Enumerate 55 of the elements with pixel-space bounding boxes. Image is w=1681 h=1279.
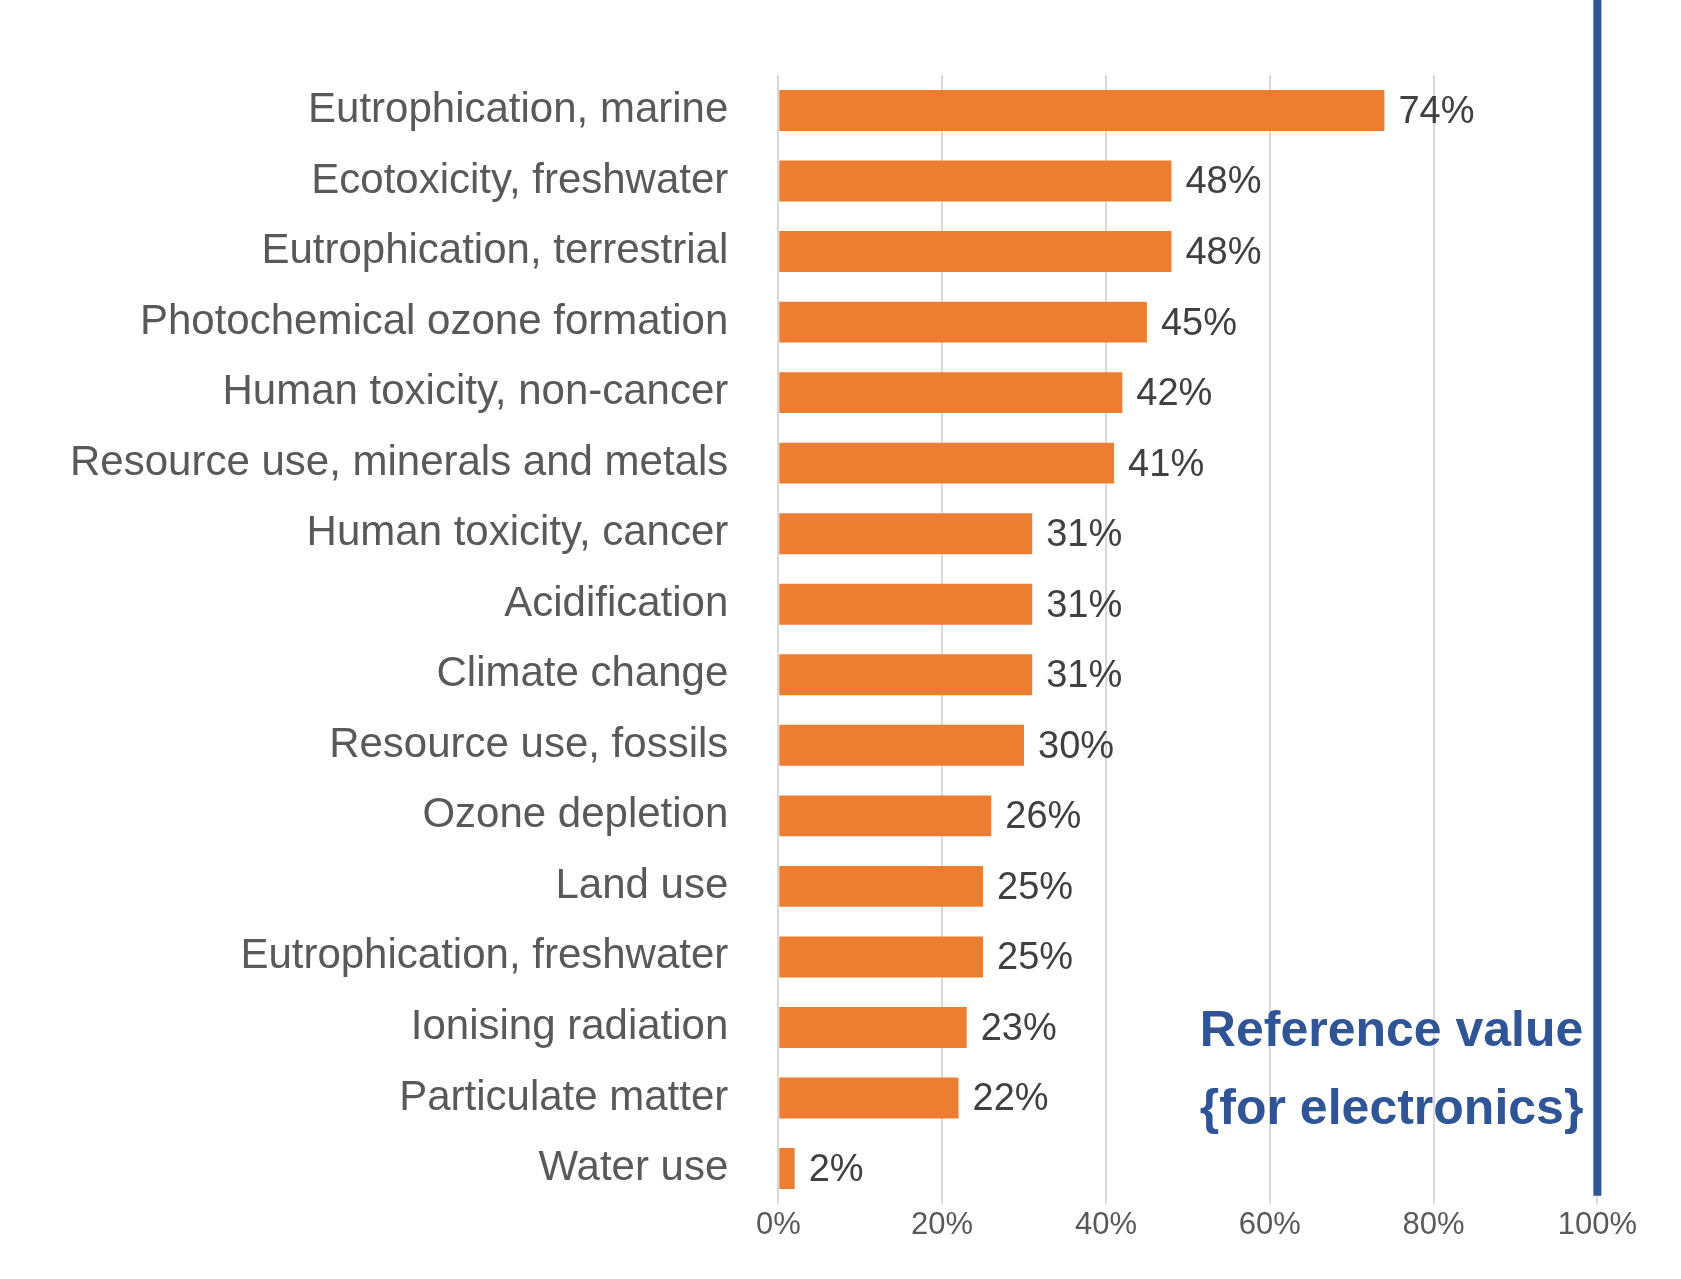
data-label: 31%: [1046, 582, 1123, 625]
y-tick-label: Resource use, minerals and metals: [69, 436, 729, 484]
bar: [779, 1148, 795, 1189]
y-tick-label: Photochemical ozone formation: [139, 295, 729, 343]
data-label: 25%: [997, 864, 1074, 907]
data-label: 25%: [997, 935, 1074, 978]
bar: [779, 1007, 967, 1048]
y-tick-label: Land use: [555, 859, 729, 907]
y-tick-label: Particulate matter: [399, 1071, 729, 1119]
x-tick-label: 100%: [1557, 1205, 1638, 1241]
bar: [779, 795, 992, 837]
data-label: 41%: [1128, 441, 1205, 484]
bar: [779, 372, 1123, 414]
data-label: 23%: [980, 1005, 1057, 1048]
y-tick-label: Climate change: [436, 648, 729, 696]
data-label: 30%: [1038, 723, 1115, 766]
y-tick-label: Resource use, fossils: [329, 718, 729, 766]
data-label: 45%: [1160, 300, 1237, 343]
bar: [779, 1077, 959, 1119]
bar: [779, 442, 1115, 484]
x-tick-label: 40%: [1074, 1205, 1137, 1241]
y-tick-label: Human toxicity, non-cancer: [222, 366, 729, 414]
data-label: 26%: [1005, 794, 1082, 837]
y-tick-label: Ionising radiation: [410, 1001, 729, 1049]
bar: [779, 90, 1385, 131]
y-tick-label: Eutrophication, freshwater: [240, 930, 729, 978]
bar: [779, 654, 1033, 696]
data-label: 22%: [972, 1076, 1049, 1119]
y-tick-label: Acidification: [504, 577, 729, 625]
bar: [779, 865, 984, 907]
bar: [779, 583, 1033, 625]
x-tick-label: 20%: [911, 1205, 974, 1241]
data-label: 42%: [1136, 371, 1213, 414]
bar: [779, 724, 1025, 766]
bar: [779, 160, 1172, 202]
bar: [779, 936, 984, 978]
bar: [779, 231, 1172, 272]
y-tick-label: Water use: [538, 1142, 729, 1190]
data-label: 48%: [1185, 159, 1262, 202]
x-tick-label: 80%: [1402, 1205, 1465, 1241]
x-tick-label: 60%: [1238, 1205, 1301, 1241]
y-tick-label: Eutrophication, marine: [308, 84, 729, 132]
bar: [779, 513, 1033, 555]
data-label: 48%: [1185, 230, 1262, 273]
data-label: 74%: [1398, 88, 1475, 131]
y-tick-label: Human toxicity, cancer: [306, 507, 729, 555]
y-tick-label: Ecotoxicity, freshwater: [311, 154, 729, 202]
data-label: 31%: [1046, 512, 1123, 555]
data-label: 2%: [808, 1147, 864, 1190]
y-tick-label: Ozone depletion: [422, 789, 729, 837]
ref-line-label: Reference value {for electronics}: [1199, 1000, 1584, 1135]
bar: [779, 301, 1147, 343]
y-tick-label: Eutrophication, terrestrial: [261, 225, 729, 273]
x-tick-label: 0%: [755, 1205, 801, 1241]
data-label: 31%: [1046, 653, 1123, 696]
